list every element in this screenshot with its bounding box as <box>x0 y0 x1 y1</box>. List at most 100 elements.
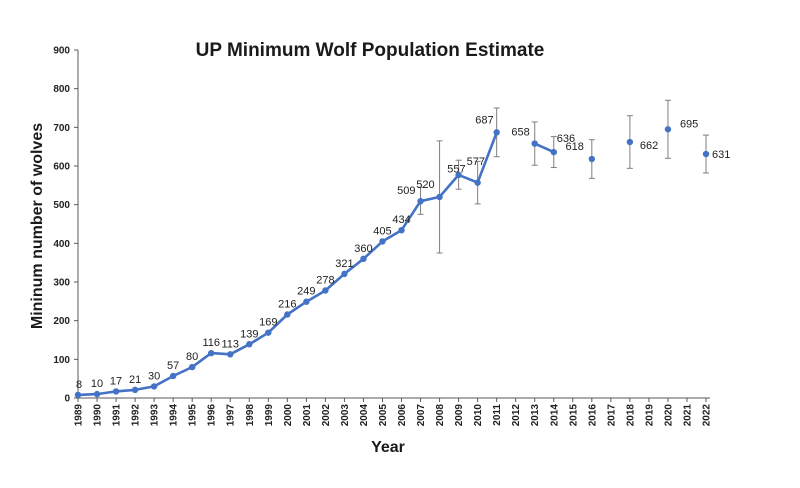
data-point <box>341 270 348 278</box>
data-point <box>112 388 120 395</box>
data-point <box>150 383 158 390</box>
x-tick-label: 2014 <box>549 404 560 427</box>
data-label: 30 <box>148 370 160 382</box>
data-point <box>93 390 101 398</box>
data-label: 658 <box>511 127 529 139</box>
data-point <box>322 287 329 294</box>
x-tick-label: 1989 <box>74 404 85 427</box>
data-label: 360 <box>354 243 372 255</box>
x-tick-label: 2010 <box>473 404 484 427</box>
y-tick-label: 700 <box>53 123 70 134</box>
data-point <box>455 171 462 179</box>
data-point <box>131 386 139 394</box>
data-point <box>227 351 234 358</box>
x-tick-label: 2019 <box>644 404 655 427</box>
data-point <box>246 341 253 348</box>
x-tick-label: 2012 <box>511 404 522 427</box>
data-label: 216 <box>278 298 296 310</box>
data-label: 80 <box>186 351 198 363</box>
data-point <box>436 193 443 201</box>
data-point <box>588 155 596 163</box>
x-tick-label: 1998 <box>245 404 256 427</box>
x-tick-label: 2013 <box>530 404 541 427</box>
data-point <box>398 226 405 234</box>
x-tick-label: 1996 <box>207 404 218 427</box>
y-tick-label: 100 <box>53 355 70 366</box>
data-label: 10 <box>91 378 103 390</box>
data-label: 116 <box>202 337 220 349</box>
x-tick-label: 2001 <box>302 404 313 427</box>
data-label: 57 <box>167 360 179 372</box>
y-tick-label: 500 <box>53 200 70 211</box>
data-point <box>664 126 672 133</box>
x-tick-label: 2002 <box>321 404 332 427</box>
data-point <box>74 391 82 399</box>
x-tick-label: 1990 <box>93 404 104 427</box>
x-tick-label: 1997 <box>226 404 237 427</box>
series-lines <box>77 131 555 397</box>
data-point <box>303 298 310 305</box>
x-tick-label: 1992 <box>131 404 142 427</box>
data-point <box>531 140 538 147</box>
x-tick-label: 2009 <box>454 404 465 427</box>
data-point <box>626 138 634 146</box>
x-tick-label: 2003 <box>340 404 351 427</box>
data-label: 631 <box>712 149 730 161</box>
x-tick-label: 1993 <box>150 404 161 427</box>
data-label: 434 <box>392 214 410 226</box>
data-label: 695 <box>680 118 698 130</box>
y-tick-label: 900 <box>53 46 70 57</box>
x-axis-title: Year <box>371 439 405 456</box>
data-point <box>474 179 481 186</box>
data-label: 113 <box>221 338 239 350</box>
data-label: 405 <box>373 225 391 237</box>
data-point <box>550 148 557 156</box>
chart-title: UP Minimum Wolf Population Estimate <box>196 40 545 61</box>
x-tick-label: 1999 <box>264 404 275 427</box>
x-tick-label: 1991 <box>112 404 123 427</box>
data-point <box>169 372 177 380</box>
x-tick-label: 2020 <box>663 404 674 427</box>
data-label: 662 <box>640 140 658 152</box>
data-label: 169 <box>259 317 277 329</box>
data-label: 618 <box>565 141 583 153</box>
data-point <box>208 349 215 357</box>
data-points <box>74 126 710 399</box>
data-label: 520 <box>416 179 434 191</box>
y-tick-label: 600 <box>53 162 70 173</box>
data-label: 321 <box>335 258 353 270</box>
data-label: 139 <box>240 328 258 340</box>
x-tick-label: 2015 <box>568 404 579 427</box>
y-tick-label: 400 <box>53 239 70 250</box>
data-point <box>379 238 386 245</box>
y-tick-label: 0 <box>64 394 70 405</box>
x-tick-label: 2018 <box>625 404 636 427</box>
data-point <box>360 255 367 262</box>
data-point <box>702 150 710 158</box>
data-point <box>265 329 272 336</box>
y-tick-label: 200 <box>53 316 70 327</box>
data-point <box>188 363 196 371</box>
data-label: 8 <box>76 379 82 391</box>
x-tick-label: 2000 <box>283 404 294 427</box>
series-line <box>534 142 555 154</box>
data-label: 21 <box>129 374 141 386</box>
y-axis-title: Mininum number of wolves <box>29 123 46 329</box>
data-point <box>493 129 500 136</box>
y-tick-label: 300 <box>53 278 70 289</box>
data-label: 557 <box>447 164 465 176</box>
data-labels: 8 10 17 21 30 57 80 116 113139169216249278321360… <box>76 114 730 391</box>
x-tick-label: 2011 <box>492 404 503 426</box>
x-tick-label: 2021 <box>682 404 693 427</box>
data-label: 249 <box>297 286 315 298</box>
axes: 0 100 200 300 400 500 600 700 800 900 1989 1990 1991… <box>53 46 712 427</box>
series-line <box>77 131 498 397</box>
x-tick-label: 2016 <box>587 404 598 427</box>
x-tick-label: 2007 <box>416 404 427 427</box>
x-tick-label: 2022 <box>702 404 713 427</box>
x-tick-label: 1994 <box>169 404 180 427</box>
x-tick-label: 2005 <box>378 404 389 427</box>
data-point <box>417 197 424 205</box>
x-tick-label: 2008 <box>435 404 446 427</box>
